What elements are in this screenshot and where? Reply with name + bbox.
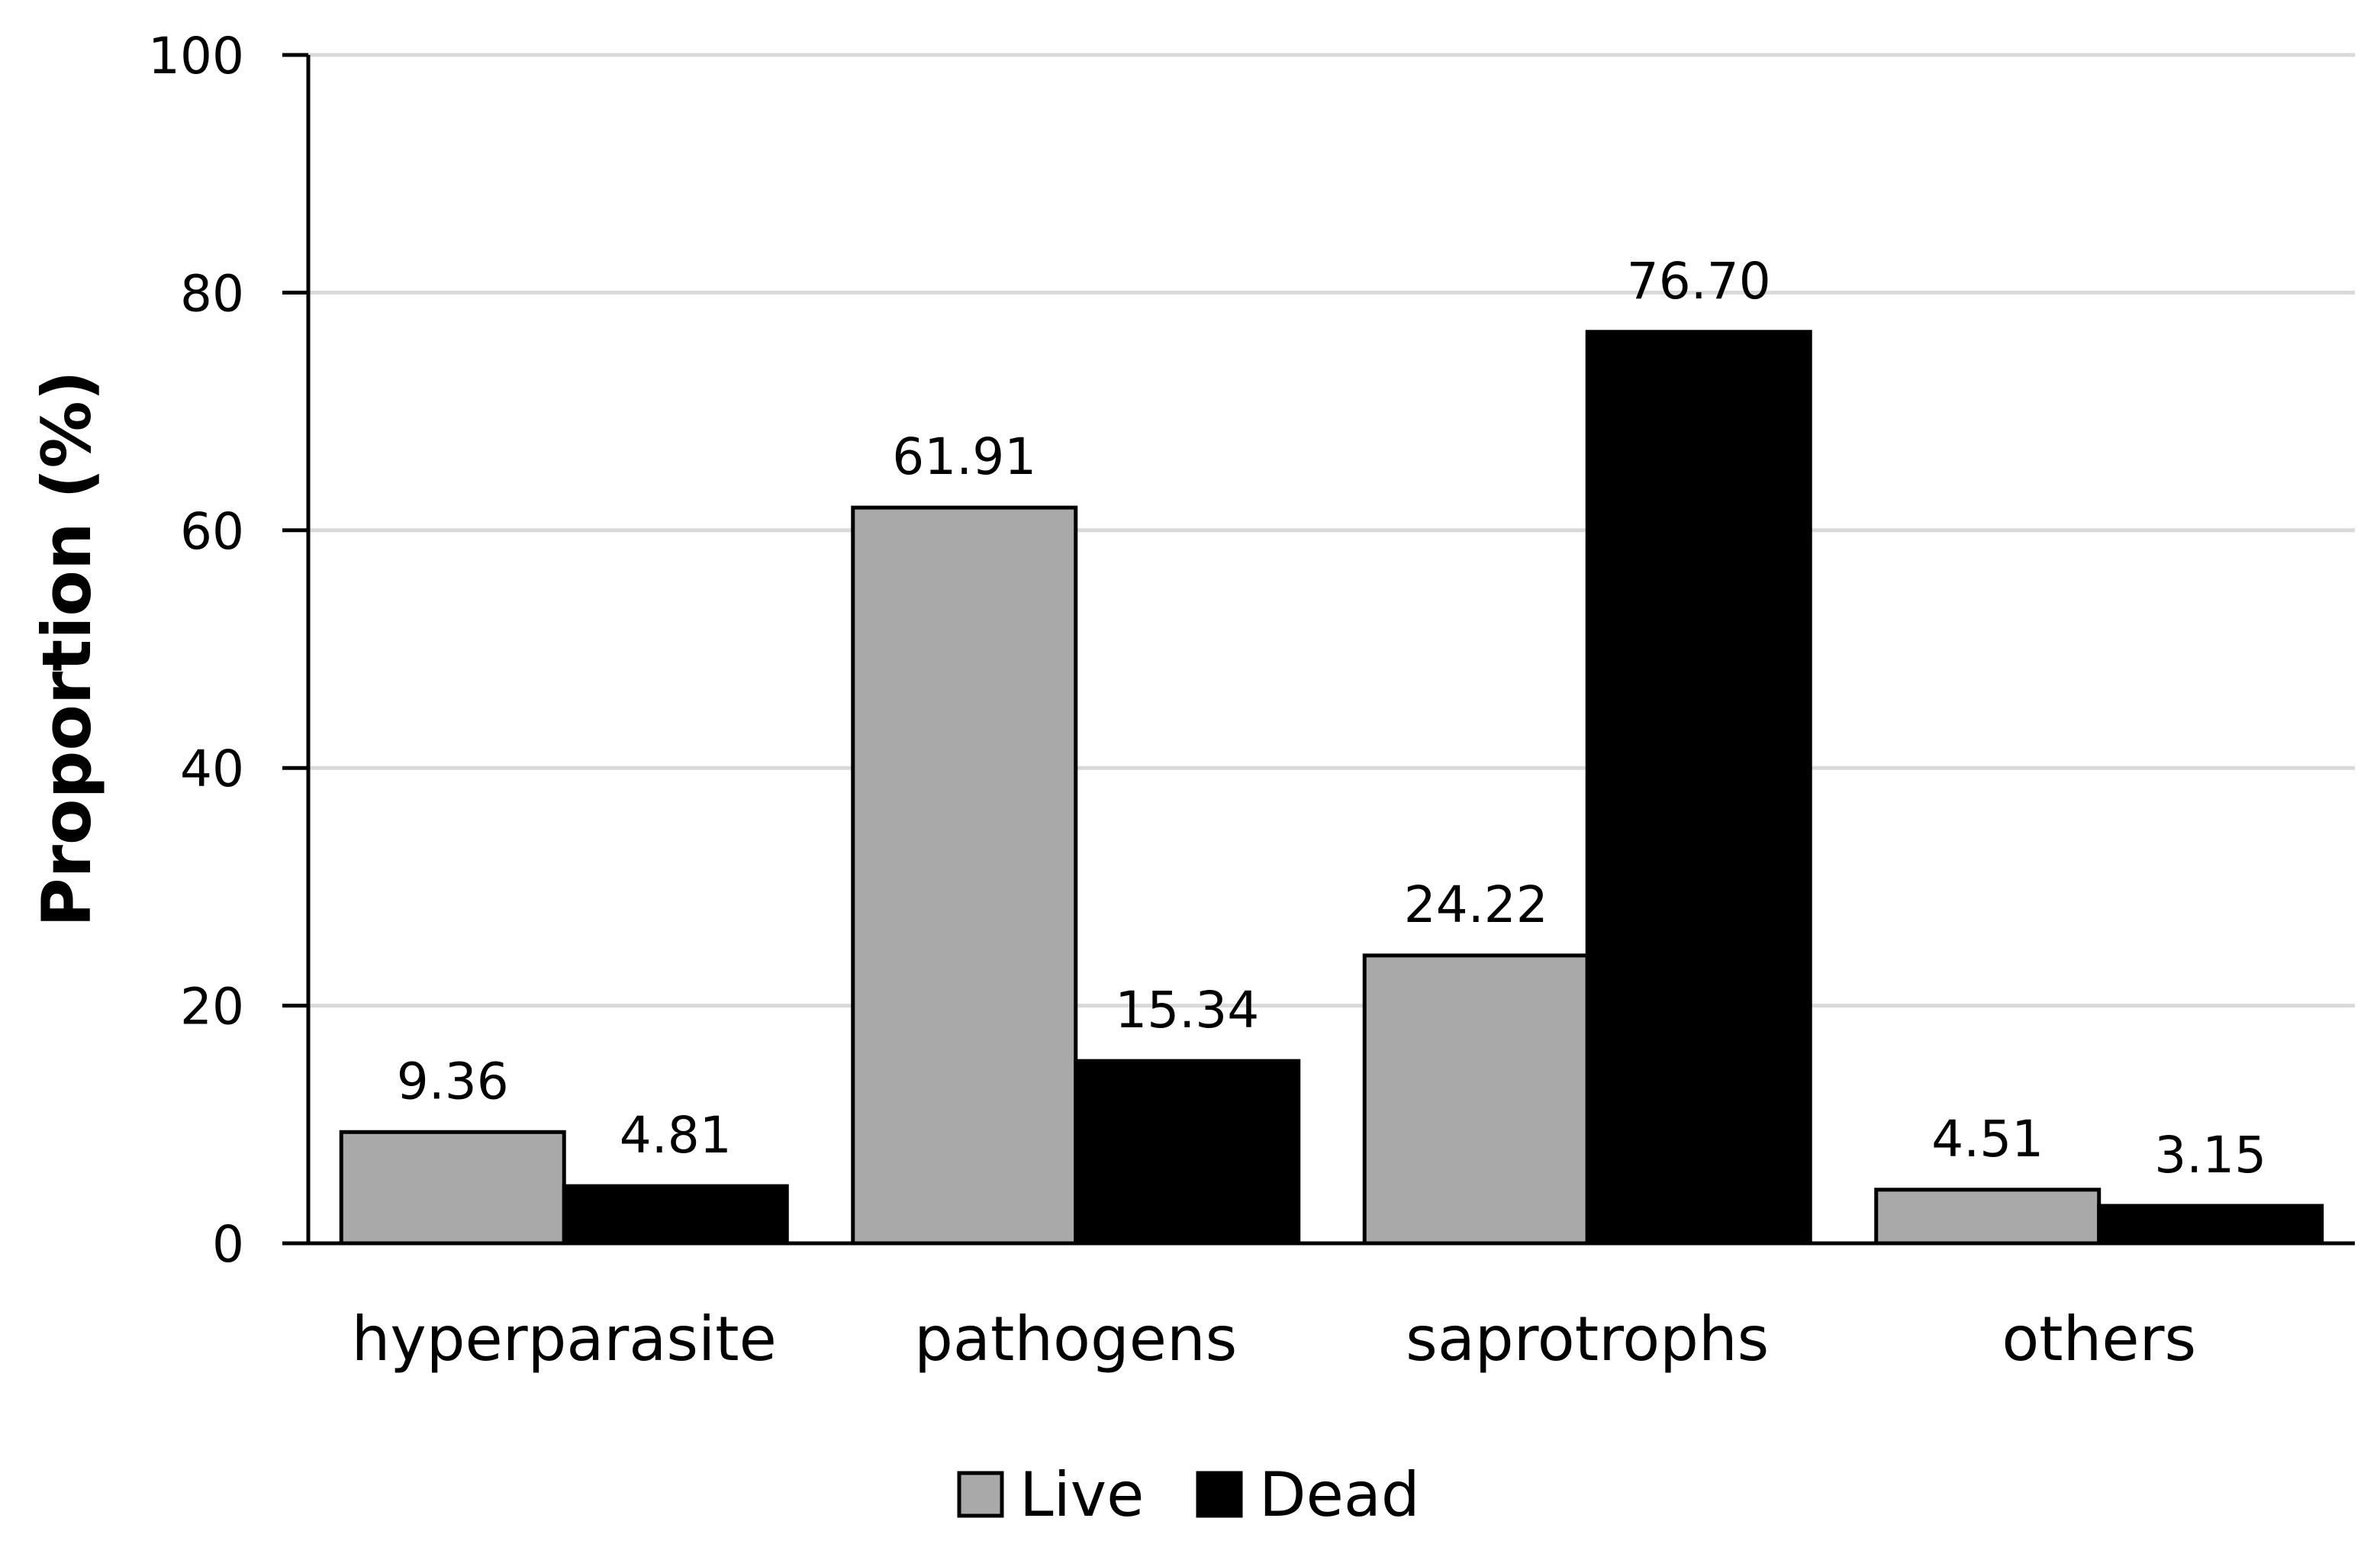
- y-tick-label: 40: [180, 740, 244, 798]
- x-category-label-pathogens: pathogens: [914, 1304, 1237, 1375]
- bars: [339, 330, 2324, 1246]
- legend-label-dead: Dead: [1259, 1459, 1420, 1530]
- y-tick-label: 0: [212, 1215, 244, 1274]
- legend-swatch-live: [957, 1471, 1004, 1518]
- x-category-labels: hyperparasite pathogens saprotrophs others: [352, 1304, 2196, 1375]
- data-label-dead-others: 3.15: [2154, 1126, 2266, 1185]
- bar-dead-hyperparasite: [562, 1184, 789, 1246]
- x-category-label-hyperparasite: hyperparasite: [352, 1304, 777, 1375]
- bar-live-pathogens: [851, 505, 1078, 1246]
- data-label-dead-saprotrophs: 76.70: [1627, 252, 1771, 311]
- y-tick-labels: 0 20 40 60 80 100: [148, 27, 244, 1274]
- y-axis-title: Proportion (%): [27, 370, 106, 927]
- data-label-live-saprotrophs: 24.22: [1404, 875, 1548, 934]
- axes: [282, 55, 2355, 1246]
- y-tick-label: 20: [180, 978, 244, 1036]
- bar-dead-others: [2097, 1204, 2324, 1246]
- data-label-live-hyperparasite: 9.36: [397, 1052, 509, 1110]
- x-category-label-saprotrophs: saprotrophs: [1406, 1304, 1769, 1375]
- bar-live-hyperparasite: [339, 1130, 566, 1246]
- y-tick-label: 100: [148, 27, 244, 85]
- legend-label-live: Live: [1019, 1459, 1144, 1530]
- data-labels: 9.36 4.81 61.91 15.34 24.22 76.70 4.51 3.15: [397, 252, 2266, 1185]
- legend: Live Dead: [957, 1459, 1420, 1530]
- data-label-dead-hyperparasite: 4.81: [620, 1106, 732, 1165]
- x-category-label-others: others: [2002, 1304, 2196, 1375]
- gridlines: [282, 53, 2355, 1246]
- data-label-live-others: 4.51: [1931, 1110, 2043, 1168]
- legend-swatch-dead: [1196, 1471, 1243, 1518]
- data-label-dead-pathogens: 15.34: [1115, 981, 1259, 1040]
- bar-live-others: [1874, 1188, 2101, 1246]
- bar-live-saprotrophs: [1362, 953, 1589, 1246]
- data-label-live-pathogens: 61.91: [892, 427, 1036, 486]
- bar-dead-saprotrophs: [1585, 330, 1812, 1246]
- bar-dead-pathogens: [1074, 1059, 1301, 1246]
- y-tick-label: 60: [180, 502, 244, 561]
- y-tick-label: 80: [180, 264, 244, 323]
